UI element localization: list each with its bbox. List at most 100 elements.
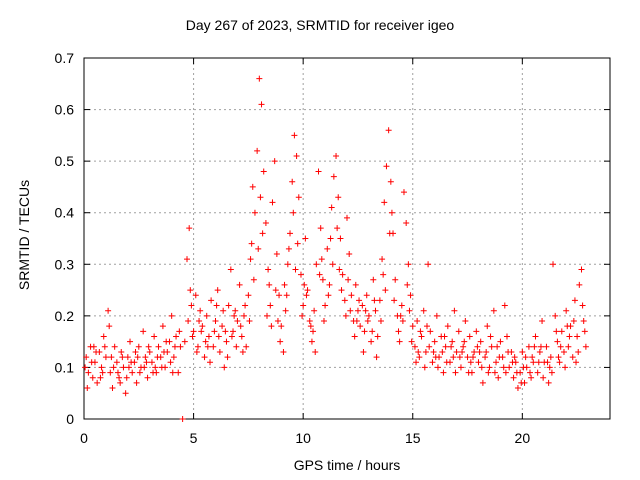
data-point [448,343,455,350]
data-point [265,266,272,273]
data-point [422,348,429,355]
data-point [371,297,378,304]
data-point [187,287,194,294]
data-point [363,292,370,299]
data-point [510,374,517,381]
data-point [398,302,405,309]
data-point [282,307,289,314]
y-tick-label: 0.3 [55,256,75,272]
data-point [460,343,467,350]
data-point [377,318,384,325]
data-point [387,178,394,185]
data-point [451,307,458,314]
data-point [573,359,580,366]
data-point [284,261,291,268]
data-point [140,328,147,335]
data-point [249,183,256,190]
data-point [142,354,149,361]
data-point [320,318,327,325]
y-tick-label: 0.7 [55,50,75,66]
data-point [232,307,239,314]
data-point [322,302,329,309]
data-point [560,348,567,355]
data-point [213,302,220,309]
data-point [300,302,307,309]
data-point [369,328,376,335]
data-point [351,333,358,340]
data-point [245,292,252,299]
data-point [239,348,246,355]
data-point [160,348,167,355]
data-point [452,369,459,376]
data-point [259,230,266,237]
data-point [227,266,234,273]
data-point [307,323,314,330]
data-point [530,359,537,366]
data-point [171,343,178,350]
data-point [136,369,143,376]
data-point [210,343,217,350]
data-point [82,364,89,371]
data-point [224,354,231,361]
data-point [491,369,498,376]
data-point [179,416,186,422]
data-point [184,256,191,263]
data-point [246,318,253,325]
data-point [513,369,520,376]
data-point [256,75,263,82]
data-point [506,364,513,371]
data-point [330,173,337,180]
data-point [220,307,227,314]
data-point [301,281,308,288]
data-point [312,348,319,355]
data-point [99,369,106,376]
data-point [443,359,450,366]
data-point [207,359,214,366]
data-point [251,209,258,216]
data-point [386,230,393,237]
data-point [297,271,304,278]
data-point [292,266,299,273]
data-point [254,147,261,154]
x-tick-label: 10 [295,430,311,446]
data-point [440,369,447,376]
data-point [260,168,267,175]
data-point [124,354,131,361]
data-point [493,359,500,366]
data-point [522,354,529,361]
data-point [527,369,534,376]
data-point [163,338,170,345]
data-point [403,220,410,227]
data-point [546,364,553,371]
data-point [495,374,502,381]
data-point [395,328,402,335]
data-point [483,348,490,355]
data-point [496,354,503,361]
data-point [484,323,491,330]
data-point [411,343,418,350]
data-point [190,328,197,335]
data-point [106,323,113,330]
data-point [189,333,196,340]
data-point [368,338,375,345]
data-point [518,379,525,386]
data-point [576,281,583,288]
data-point [388,209,395,216]
data-point [192,292,199,299]
data-point [176,328,183,335]
data-point [225,302,232,309]
data-point [83,354,90,361]
data-point [479,379,486,386]
data-point [570,318,577,325]
data-point [442,343,449,350]
data-point [318,256,325,263]
data-point [453,348,460,355]
data-point [505,348,512,355]
data-point [475,359,482,366]
data-point [248,240,255,247]
x-axis-label: GPS time / hours [293,457,401,473]
data-point [116,374,123,381]
data-point [433,312,440,319]
data-point [455,328,462,335]
data-point [273,250,280,257]
